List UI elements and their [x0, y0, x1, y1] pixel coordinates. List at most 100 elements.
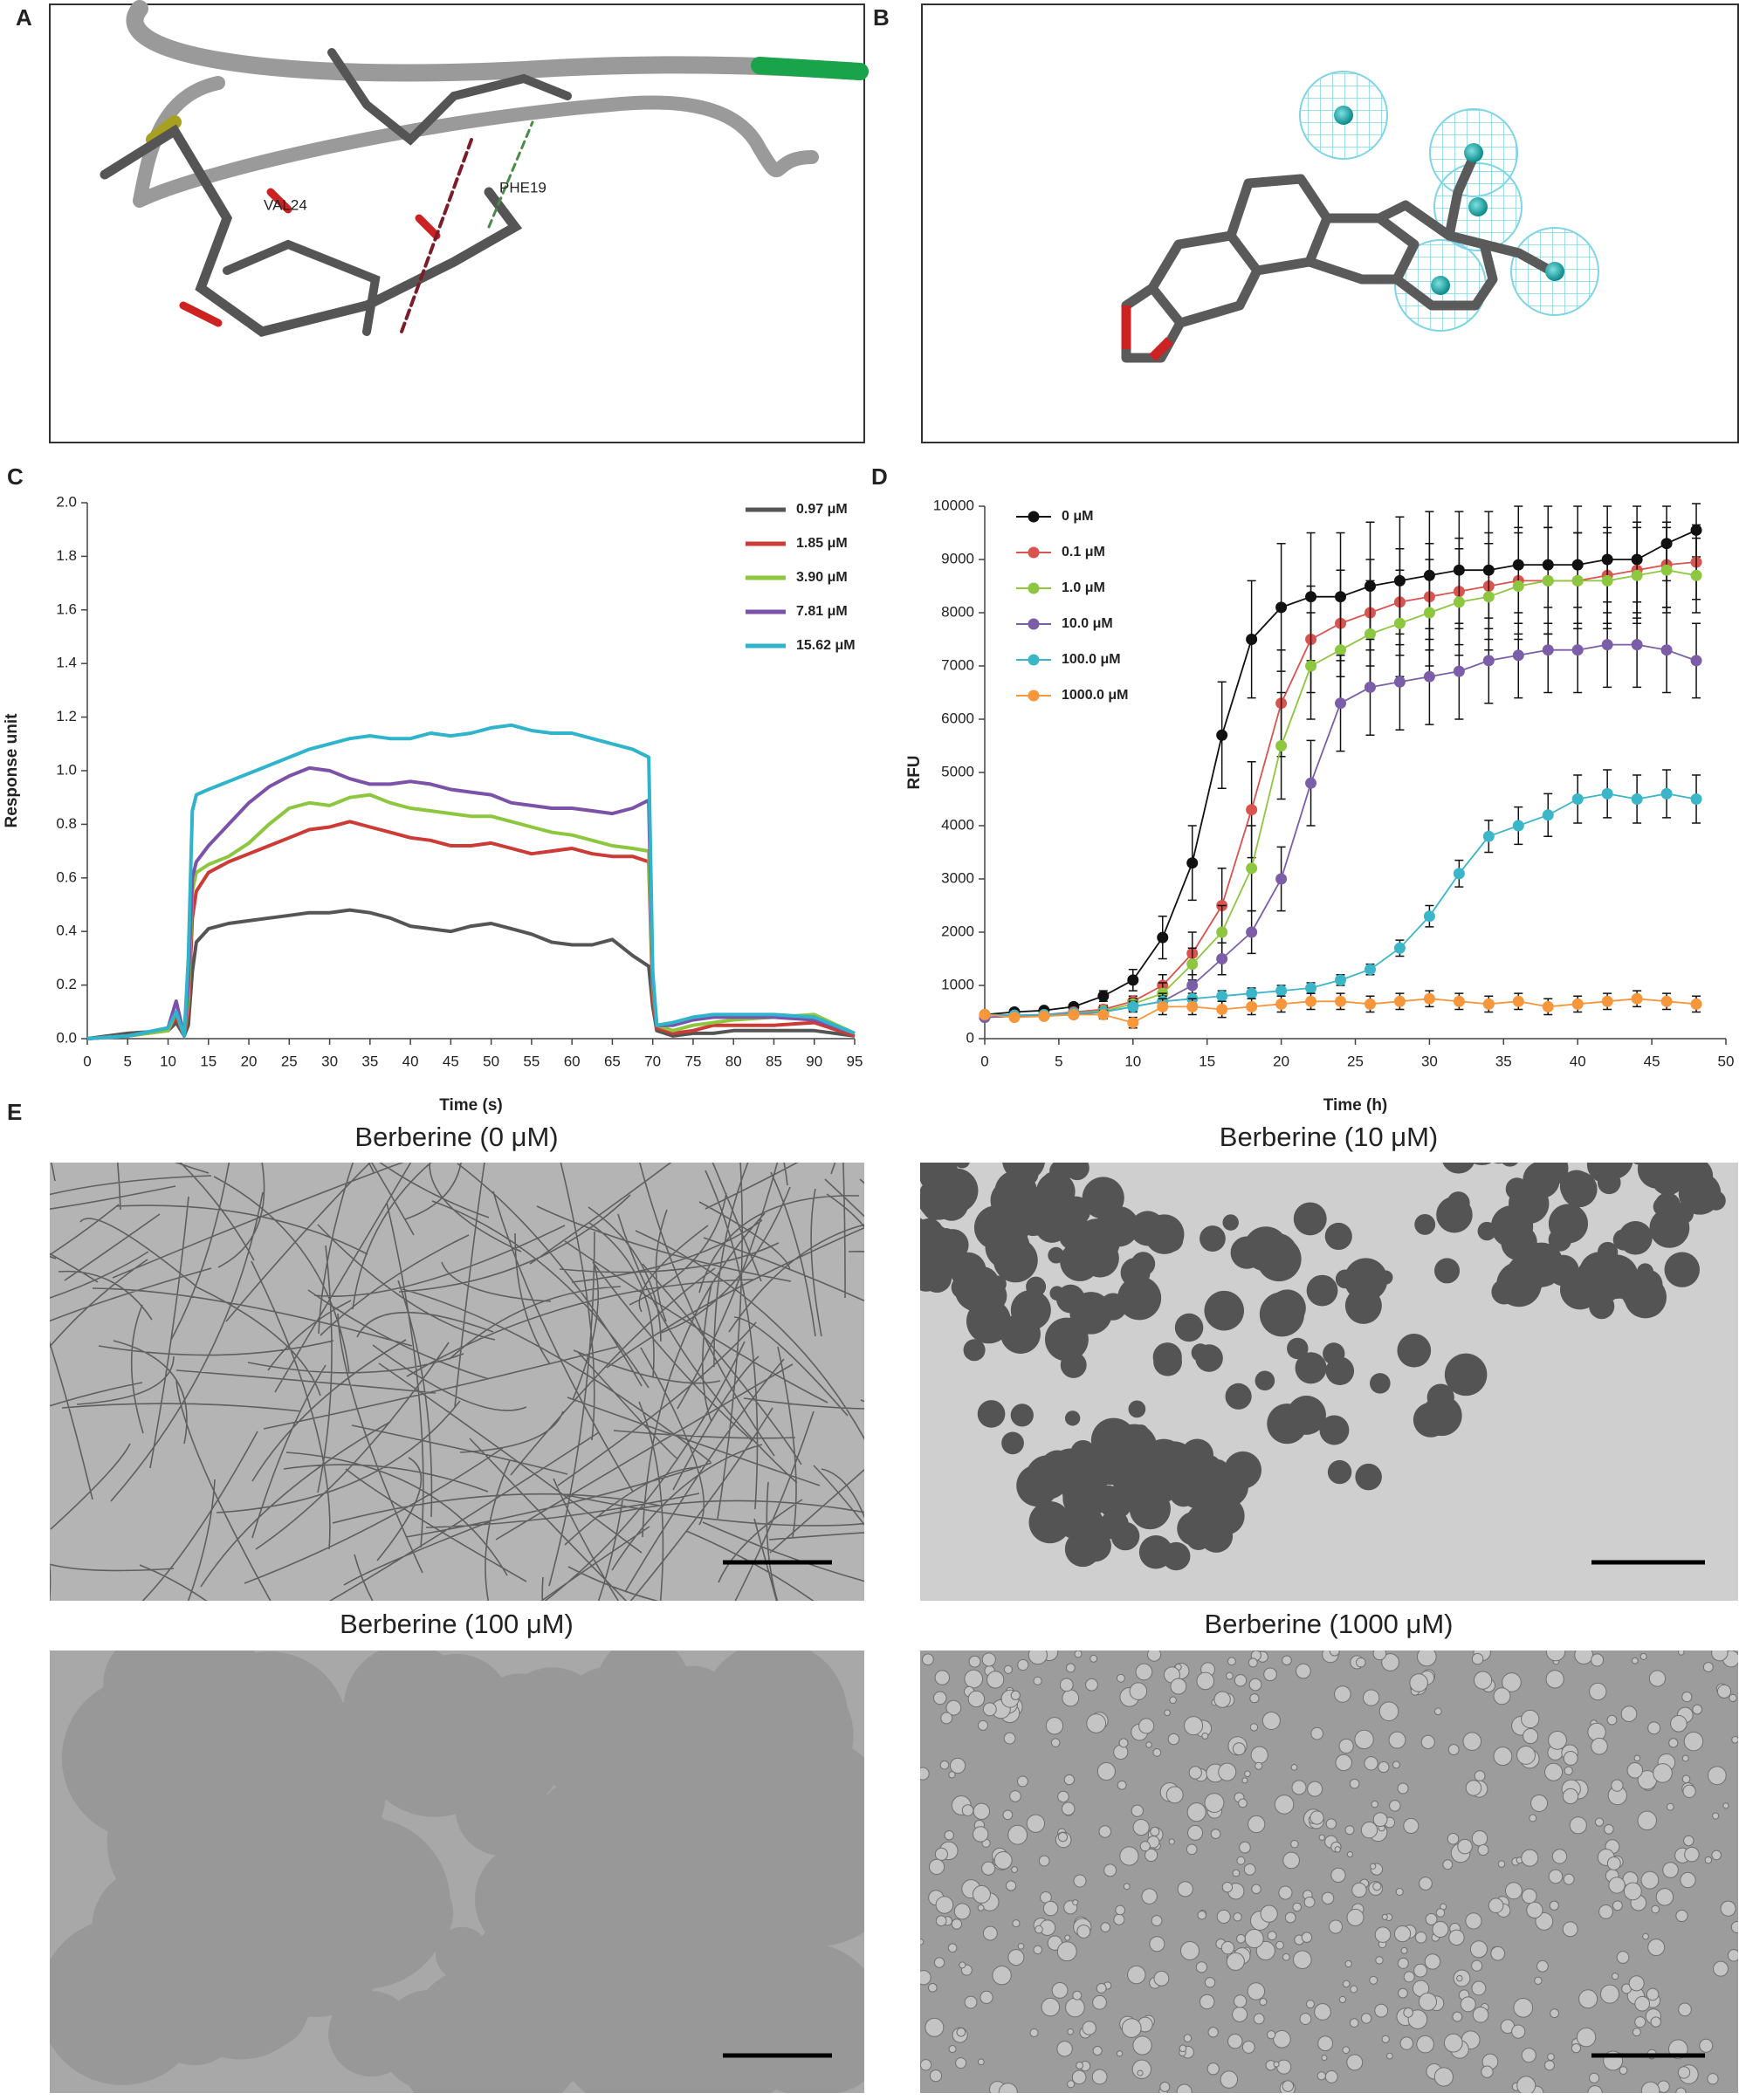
x-tick-label: 0: [83, 1053, 91, 1069]
particle: [1684, 1846, 1700, 1863]
particle: [1116, 2050, 1124, 2057]
particle: [1226, 1952, 1245, 1971]
aggregate-blob: [934, 1187, 969, 1221]
particle: [1460, 1996, 1476, 2013]
particle: [1168, 1838, 1175, 1845]
particle: [1681, 1774, 1691, 1784]
particle: [1574, 1650, 1594, 1665]
marker: [1690, 793, 1702, 805]
particle: [1072, 1990, 1083, 2000]
y-tick-label: 0.4: [56, 923, 77, 939]
particle: [955, 2057, 967, 2069]
aggregate-blob: [1355, 1463, 1382, 1491]
particle: [1447, 1744, 1460, 1755]
legend-marker: [1028, 618, 1040, 630]
aggregate-blob: [1686, 1163, 1707, 1183]
particle: [1397, 1782, 1409, 1795]
x-tick-label: 5: [124, 1053, 132, 1069]
particle: [1305, 2000, 1315, 2009]
x-tick-label: 35: [1495, 1053, 1512, 1069]
particle: [1432, 1920, 1449, 1939]
legend-label: 1000.0 μM: [1062, 688, 1129, 703]
aggregate-blob: [1151, 1441, 1196, 1486]
particle: [1135, 1663, 1153, 1681]
particle: [1346, 1908, 1364, 1926]
aggregate-blob: [1110, 1433, 1134, 1458]
x-tick-label: 50: [1718, 1053, 1735, 1069]
marker: [1393, 942, 1406, 954]
aggregate-blob: [1206, 1496, 1245, 1535]
aggregate-blob: [954, 1163, 970, 1169]
particle: [1420, 1734, 1435, 1749]
particle: [1471, 1830, 1488, 1847]
aggregate-blob: [1293, 1202, 1327, 1236]
x-tick-label: 75: [684, 1053, 701, 1069]
particle: [1471, 1652, 1484, 1665]
aggregate-blob: [1647, 1123, 1674, 1150]
aggregate-blob: [1633, 1163, 1649, 1165]
particle: [1117, 1780, 1127, 1790]
cloud-blob: [328, 1990, 415, 2077]
fibrils: [50, 1163, 864, 1601]
particle: [1061, 1801, 1076, 1815]
particle: [1702, 1662, 1714, 1673]
particle: [1244, 1770, 1251, 1778]
particle: [1137, 2069, 1144, 2076]
panel-letter: A: [16, 4, 32, 31]
particle: [1678, 2002, 1692, 2017]
cloud-blob: [61, 1676, 225, 1840]
particle: [1073, 1874, 1087, 1888]
x-tick-label: 5: [1055, 1053, 1062, 1069]
x-tick-label: 35: [361, 1053, 378, 1069]
particle: [1722, 1802, 1729, 1809]
legend-label: 7.81 μM: [796, 604, 848, 619]
cloud-blob: [618, 1669, 673, 1724]
particle: [1372, 1812, 1388, 1828]
marker: [1512, 820, 1524, 832]
cloud-blob: [675, 1703, 835, 1863]
cloud-blob: [473, 1673, 566, 1766]
particle: [1119, 1846, 1139, 1866]
marker: [1157, 1000, 1169, 1012]
aggregate-blob: [1036, 1180, 1064, 1208]
aggregate-blob: [1625, 1128, 1660, 1163]
cloud-blob: [242, 1870, 389, 2018]
particle: [1682, 1784, 1696, 1798]
particle: [1204, 1793, 1225, 1813]
aggregates: [920, 1123, 1726, 1571]
particle: [1239, 1841, 1251, 1854]
particle: [933, 1957, 945, 1968]
particle: [1103, 1863, 1117, 1877]
cloud-blob: [190, 1651, 348, 1808]
x-tick-label: 65: [604, 1053, 621, 1069]
cloud-blob: [588, 1719, 735, 1864]
particle: [1648, 1670, 1667, 1687]
particle: [1303, 1896, 1316, 1908]
marker: [1482, 830, 1495, 842]
particle: [1471, 1980, 1487, 1996]
particle: [1727, 1949, 1738, 1962]
particle: [1634, 1995, 1651, 2012]
aggregate-blob: [1225, 1383, 1252, 1410]
particle: [1474, 1770, 1486, 1782]
particle: [1282, 2080, 1295, 2092]
marker: [1542, 1000, 1554, 1012]
cloud-blob: [238, 1736, 342, 1840]
marker: [1512, 580, 1524, 592]
particle: [1612, 1973, 1619, 1980]
cloud-blob: [443, 1922, 615, 2093]
particle: [1414, 1931, 1427, 1944]
marker: [1571, 793, 1584, 805]
marker: [1423, 607, 1435, 619]
particle: [1141, 1888, 1158, 1904]
particle: [1329, 1650, 1340, 1657]
particle: [1545, 1670, 1564, 1689]
aggregate-blob: [1019, 1165, 1039, 1185]
particle: [1516, 2076, 1536, 2093]
aggregate-blob: [1026, 1276, 1047, 1297]
particle: [1003, 1732, 1016, 1745]
cloud-blob: [140, 1650, 264, 1746]
particle: [1273, 2030, 1291, 2049]
marker: [1038, 1010, 1050, 1022]
cloud-blob: [511, 1945, 610, 2045]
